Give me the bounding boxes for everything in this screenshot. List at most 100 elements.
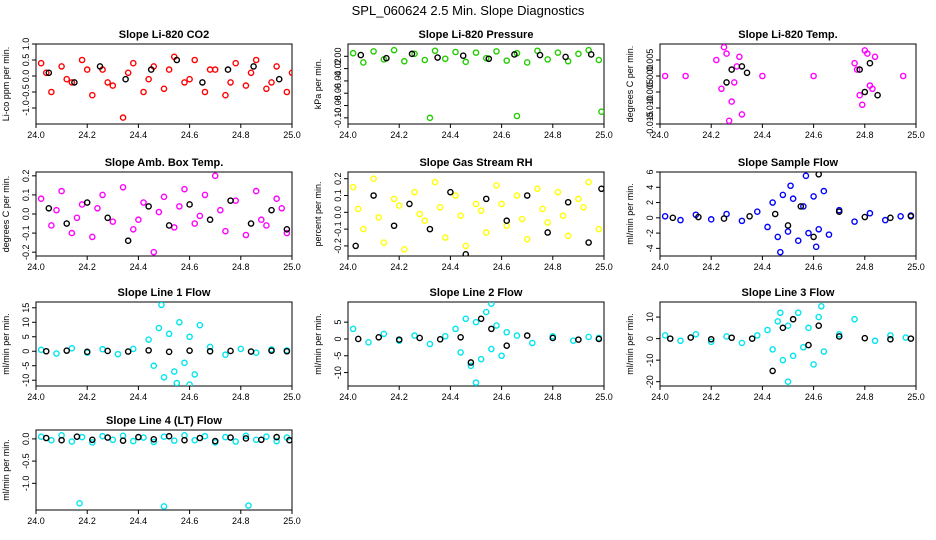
data-point-selected	[286, 436, 292, 444]
data-point-all	[53, 350, 60, 357]
data-point-all	[753, 208, 761, 216]
data-point-all	[186, 333, 193, 341]
data-point-all	[856, 91, 863, 99]
data-point-all	[692, 331, 700, 338]
data-point-selected	[874, 91, 881, 99]
data-point-all	[201, 88, 209, 96]
x-tick-label: 24.0	[339, 130, 357, 140]
y-tick-label: -0.2	[21, 244, 31, 260]
data-point-all	[129, 225, 137, 233]
data-point-all	[677, 337, 684, 345]
data-point-selected	[383, 54, 390, 62]
data-point-all	[191, 56, 199, 64]
x-tick-label: 24.0	[651, 262, 669, 272]
data-point-all	[575, 50, 582, 58]
x-tick-label: 24.0	[651, 130, 669, 140]
data-point-all	[779, 356, 787, 364]
data-point-all	[53, 206, 60, 214]
data-point-all	[232, 59, 239, 67]
data-point-all	[370, 48, 377, 55]
data-point-all	[595, 56, 603, 64]
x-tick-label: 24.2	[390, 130, 408, 140]
chart-panel-4: Slope Amb. Box Temp. 24.0 24.2 24.4 24.6 24.8…	[1, 157, 301, 272]
data-points	[37, 302, 291, 386]
data-point-all	[851, 59, 858, 67]
data-point-all	[580, 203, 587, 211]
data-point-selected	[503, 217, 511, 225]
data-point-selected	[887, 335, 894, 343]
data-point-all	[431, 47, 439, 55]
y-tick-label: 0.0	[21, 208, 31, 221]
data-point-all	[109, 436, 117, 444]
data-point-selected	[147, 66, 155, 73]
data-point-all	[181, 185, 188, 193]
data-point-all	[104, 79, 111, 86]
data-point-all	[89, 91, 96, 99]
data-point-all	[273, 63, 280, 70]
y-tick-label: 0.1	[333, 189, 343, 202]
data-point-all	[815, 225, 823, 233]
data-point-all	[802, 172, 810, 180]
data-point-all	[109, 218, 117, 225]
data-point-selected	[42, 347, 50, 355]
data-point-all	[170, 368, 178, 375]
y-axis-label: degrees C per min.	[1, 176, 11, 253]
data-point-selected	[669, 214, 677, 222]
data-point-all	[145, 75, 152, 83]
x-tick-label: 24.0	[27, 130, 45, 140]
data-point-selected	[206, 347, 214, 355]
data-point-all	[119, 114, 127, 121]
data-point-all	[421, 56, 429, 64]
data-point-selected	[173, 56, 181, 64]
y-axis-label: degrees C per min.	[625, 46, 635, 123]
x-tick-label: 24.0	[339, 262, 357, 272]
data-point-selected	[395, 336, 403, 343]
data-point-selected	[587, 51, 595, 58]
x-tick-label: 24.6	[493, 130, 511, 140]
data-point-all	[37, 59, 45, 67]
data-point-selected	[462, 251, 470, 256]
data-point-all	[462, 315, 470, 323]
data-point-all	[349, 183, 357, 191]
data-point-all	[78, 56, 86, 64]
data-point-selected	[779, 324, 787, 332]
figure-title: SPL_060624 2.5 Min. Slope Diagnostics	[352, 3, 585, 18]
data-point-all	[48, 436, 55, 444]
data-point-all	[513, 332, 521, 339]
y-tick-label: -0.2	[333, 238, 343, 254]
y-tick-label: -4	[645, 244, 655, 252]
data-point-selected	[835, 208, 843, 216]
data-point-selected	[375, 333, 383, 341]
x-tick-label: 24.8	[544, 262, 562, 272]
data-point-selected	[275, 75, 283, 83]
data-point-all	[401, 57, 408, 65]
x-tick-label: 25.0	[595, 262, 613, 272]
x-tick-label: 24.8	[856, 262, 874, 272]
data-point-all	[441, 332, 449, 340]
data-point-selected	[436, 335, 444, 343]
data-point-selected	[457, 333, 464, 341]
chart-panel-8: Slope Line 2 Flow 24.0 24.2 24.4 24.6 24.8 25.…	[313, 287, 613, 402]
y-tick-label: -0.5	[21, 84, 31, 100]
data-point-all	[544, 56, 551, 63]
data-point-all	[211, 172, 219, 180]
data-point-all	[390, 46, 398, 54]
data-point-selected	[357, 51, 365, 59]
data-point-selected	[83, 348, 91, 356]
y-axis-label: percent per min.	[313, 181, 323, 246]
data-point-all	[853, 66, 861, 73]
data-point-selected	[907, 335, 915, 342]
x-tick-label: 24.4	[754, 262, 772, 272]
data-point-all	[170, 224, 178, 231]
data-point-all	[78, 201, 86, 208]
x-tick-label: 24.6	[181, 262, 199, 272]
data-points	[661, 44, 907, 124]
data-point-all	[441, 55, 449, 63]
data-point-selected	[58, 436, 65, 444]
data-point-all	[810, 72, 817, 80]
data-point-selected	[268, 347, 275, 354]
x-tick-label: 24.6	[181, 516, 199, 526]
y-axis-label: Li-co ppm per min.	[1, 47, 11, 122]
x-tick-label: 24.0	[27, 392, 45, 402]
x-tick-label: 25.0	[907, 392, 925, 402]
